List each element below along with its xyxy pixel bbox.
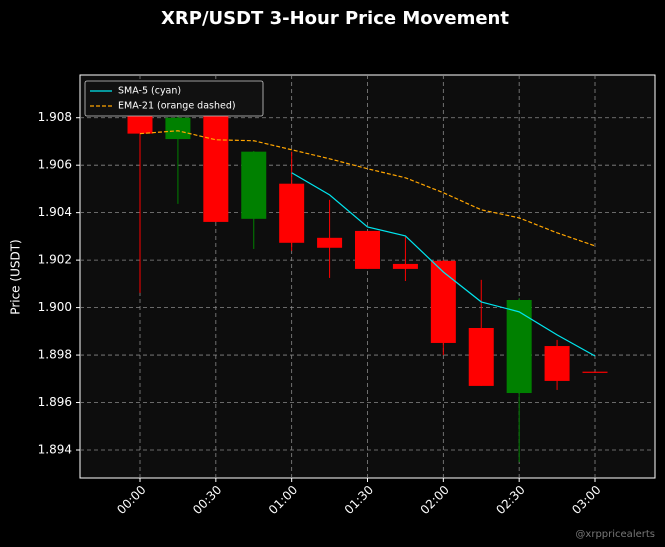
legend: SMA-5 (cyan) EMA-21 (orange dashed): [84, 80, 264, 117]
watermark: @xrppricealerts: [575, 529, 655, 540]
legend-box: [84, 80, 264, 117]
candle-body: [165, 117, 191, 140]
candle-body: [544, 346, 570, 381]
legend-label: EMA-21 (orange dashed): [118, 101, 236, 112]
y-tick-label: 1.896: [38, 395, 72, 409]
plot-area: [79, 74, 656, 479]
candle-body: [355, 230, 380, 269]
chart-title: XRP/USDT 3-Hour Price Movement: [161, 8, 509, 29]
candle-body: [279, 183, 305, 243]
y-tick-label: 1.904: [38, 205, 72, 219]
candle-body: [392, 263, 418, 269]
candle-body: [506, 299, 532, 394]
y-tick-label: 1.898: [38, 348, 72, 362]
line-series: [291, 172, 596, 357]
candle-body: [317, 237, 343, 248]
legend-label: SMA-5 (cyan): [118, 86, 181, 97]
candle-body: [430, 260, 456, 343]
candle-body: [203, 115, 229, 222]
y-tick-label: 1.908: [38, 110, 72, 124]
y-tick-label: 1.906: [38, 158, 72, 172]
line-series: [139, 130, 596, 247]
candle-body: [582, 371, 608, 373]
candle-body: [241, 151, 267, 219]
y-tick-label: 1.894: [38, 442, 72, 456]
y-axis-label: Price (USDT): [9, 239, 23, 314]
candle-body: [468, 328, 494, 386]
y-tick-label: 1.902: [38, 253, 72, 267]
y-tick-label: 1.900: [38, 300, 72, 314]
